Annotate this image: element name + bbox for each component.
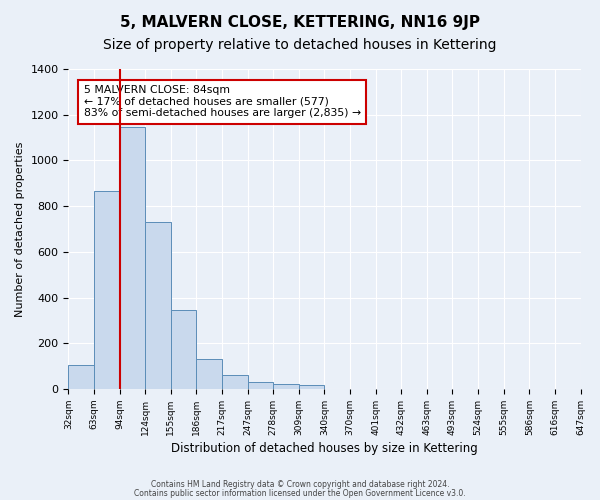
Bar: [248, 382, 273, 389]
Text: 5 MALVERN CLOSE: 84sqm
← 17% of detached houses are smaller (577)
83% of semi-de: 5 MALVERN CLOSE: 84sqm ← 17% of detached…: [84, 85, 361, 118]
Bar: [222, 375, 248, 389]
X-axis label: Distribution of detached houses by size in Kettering: Distribution of detached houses by size …: [171, 442, 478, 455]
Bar: [119, 128, 145, 389]
Bar: [68, 365, 94, 389]
Text: 5, MALVERN CLOSE, KETTERING, NN16 9JP: 5, MALVERN CLOSE, KETTERING, NN16 9JP: [120, 15, 480, 30]
Text: Size of property relative to detached houses in Kettering: Size of property relative to detached ho…: [103, 38, 497, 52]
Bar: [196, 359, 222, 389]
Text: Contains HM Land Registry data © Crown copyright and database right 2024.: Contains HM Land Registry data © Crown c…: [151, 480, 449, 489]
Bar: [273, 384, 299, 389]
Bar: [299, 385, 325, 389]
Bar: [145, 222, 171, 389]
Bar: [171, 310, 196, 389]
Text: Contains public sector information licensed under the Open Government Licence v3: Contains public sector information licen…: [134, 488, 466, 498]
Y-axis label: Number of detached properties: Number of detached properties: [15, 142, 25, 316]
Bar: [94, 192, 119, 389]
